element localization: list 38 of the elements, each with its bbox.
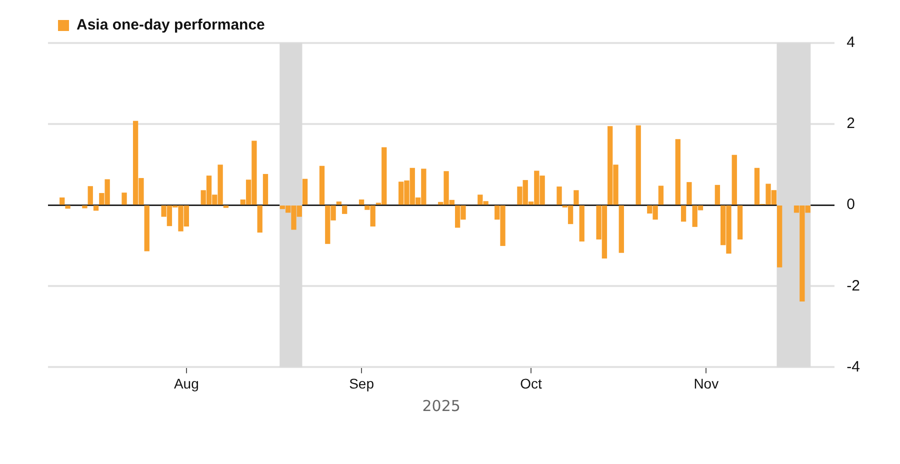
y-tick-label: 4: [846, 34, 856, 52]
bar: [675, 139, 680, 205]
bar: [358, 200, 364, 205]
y-tick-label: -2: [846, 277, 860, 294]
y-tick-label: 0: [846, 196, 856, 214]
bar: [737, 206, 743, 240]
bar: [336, 202, 342, 205]
legend-label: Asia one-day performance: [76, 16, 265, 34]
bar: [144, 206, 150, 252]
bar: [636, 125, 641, 205]
bar: [686, 182, 692, 205]
bar: [65, 206, 70, 209]
bar: [88, 186, 93, 205]
bar: [257, 206, 262, 233]
bar: [714, 184, 720, 205]
bar: [319, 166, 325, 205]
bar: [680, 206, 686, 222]
x-axis-title: 2025: [422, 396, 460, 415]
y-tick-label: 2: [846, 115, 856, 132]
bar: [732, 154, 737, 205]
bar: [618, 206, 624, 253]
bar: [777, 206, 782, 268]
x-tick-label: Aug: [174, 375, 199, 392]
x-tick-label: Nov: [694, 375, 719, 392]
bar: [262, 174, 268, 205]
bar: [60, 197, 65, 205]
bar: [658, 186, 664, 205]
bar: [342, 206, 348, 214]
x-tick-label: Oct: [520, 375, 542, 392]
x-tick-label: Sep: [349, 375, 374, 392]
bar: [122, 192, 127, 205]
bar: [556, 186, 562, 205]
bar: [93, 206, 99, 211]
bar: [574, 190, 579, 205]
y-tick-label: -4: [846, 358, 860, 376]
bar: [302, 178, 308, 205]
bar: [82, 206, 88, 208]
bar: [579, 206, 584, 242]
